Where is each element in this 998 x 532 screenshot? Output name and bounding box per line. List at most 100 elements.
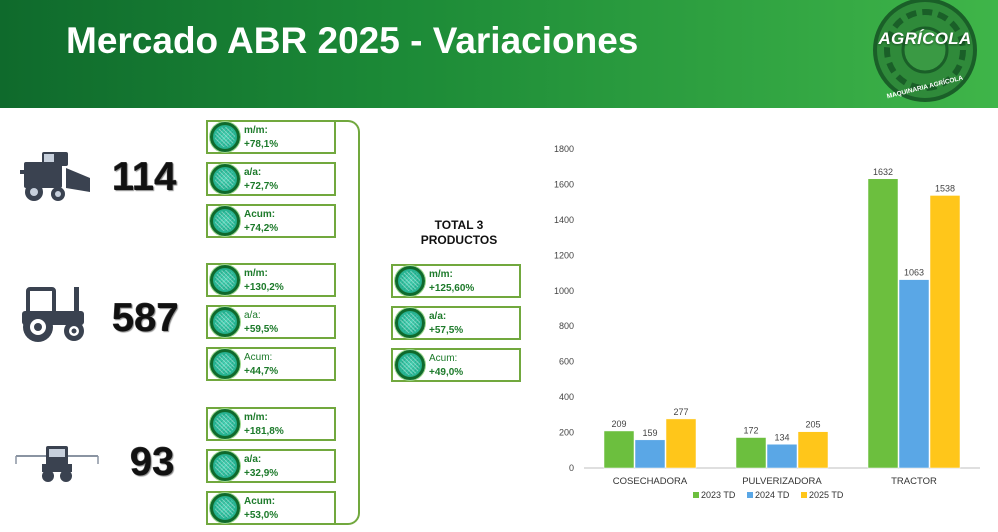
bar-cosechadora-2024-td [634, 439, 666, 469]
bar-data-label: 134 [774, 432, 789, 442]
bullet-dot-icon [395, 266, 425, 296]
variation-label: a/a: [244, 454, 262, 465]
y-tick-label: 200 [559, 428, 574, 438]
legend-label: 2024 TD [755, 490, 790, 500]
legend-swatch [747, 492, 753, 498]
bar-pulverizadora-2025-td [797, 431, 829, 469]
grouping-bracket [334, 120, 360, 525]
bar-data-label: 1063 [904, 268, 924, 278]
bar-data-label: 209 [611, 419, 626, 429]
variation-value: +125,60% [429, 283, 475, 294]
bar-data-label: 205 [805, 420, 820, 430]
combine-harvester-icon [20, 148, 92, 211]
total-title-line1: TOTAL 3 [434, 218, 484, 232]
bar-data-label: 159 [642, 428, 657, 438]
bullet-dot-icon [210, 409, 240, 439]
bullet-dot-icon [210, 206, 240, 236]
x-category-label: COSECHADORA [613, 476, 688, 487]
variation-label: Acum: [244, 209, 276, 220]
y-tick-label: 1400 [554, 215, 574, 225]
bar-chart-svg: 0 200 400 600 800 1000 1200 1400 1600 1800 209 159 2… [554, 144, 980, 500]
bar-data-label: 1538 [935, 183, 955, 193]
y-tick-label: 400 [559, 392, 574, 402]
total-acum-box: Acum: +49,0% [391, 348, 521, 382]
y-tick-label: 1600 [554, 179, 574, 189]
bar-tractor-2025-td [929, 195, 961, 469]
bar-data-label: 277 [673, 407, 688, 417]
variation-label: a/a: [244, 310, 261, 321]
logo-text: AGRÍCOLA [878, 29, 972, 48]
total-title-line2: PRODUCTOS [420, 233, 498, 247]
variation-label: m/m: [429, 269, 453, 280]
sales-bar-chart: 0 200 400 600 800 1000 1200 1400 1600 1800 209 159 2… [540, 140, 998, 510]
variation-label: m/m: [244, 412, 268, 423]
variation-label: Acum: [244, 496, 276, 507]
bar-cosechadora-2025-td [665, 418, 697, 469]
bullet-dot-icon [210, 493, 240, 523]
variation-value: +130,2% [244, 282, 284, 293]
header-banner: Mercado ABR 2025 - Variaciones AGRÍCOLA … [0, 0, 998, 108]
y-tick-label: 0 [569, 463, 574, 473]
x-category-label: PULVERIZADORA [742, 476, 822, 487]
tractor-mm-box: m/m: +130,2% [206, 263, 336, 297]
sprayer-units: 93 [130, 440, 175, 484]
tractor-aa-box: a/a: +59,5% [206, 305, 336, 339]
y-tick-label: 1800 [554, 144, 574, 154]
bullet-dot-icon [210, 265, 240, 295]
variation-label: Acum: [244, 352, 273, 363]
agricola-logo: AGRÍCOLA MAQUINARIA AGRÍCOLA [866, 0, 984, 108]
total-aa-box: a/a: +57,5% [391, 306, 521, 340]
legend-label: 2025 TD [809, 490, 844, 500]
sprayer-mm-box: m/m: +181,8% [206, 407, 336, 441]
variation-value: +32,9% [244, 468, 279, 479]
tractor-acum-box: Acum: +44,7% [206, 347, 336, 381]
variation-label: m/m: [244, 268, 268, 279]
combine-mm-box: m/m: +78,1% [206, 120, 336, 154]
page-title: Mercado ABR 2025 - Variaciones [66, 20, 639, 61]
legend-swatch [801, 492, 807, 498]
bullet-dot-icon [395, 350, 425, 380]
variation-value: +53,0% [244, 510, 279, 521]
bullet-dot-icon [210, 164, 240, 194]
bar-pulverizadora-2024-td [766, 444, 798, 469]
variation-value: +181,8% [244, 426, 284, 437]
bar-data-label: 172 [743, 426, 758, 436]
variation-label: Acum: [429, 353, 458, 364]
bullet-dot-icon [210, 307, 240, 337]
variation-value: +44,7% [244, 366, 279, 377]
bar-tractor-2024-td [898, 279, 930, 469]
bullet-dot-icon [210, 122, 240, 152]
bar-data-label: 1632 [873, 167, 893, 177]
y-tick-label: 1200 [554, 250, 574, 260]
variation-label: a/a: [244, 167, 262, 178]
bullet-dot-icon [395, 308, 425, 338]
y-tick-label: 600 [559, 357, 574, 367]
sprayer-aa-box: a/a: +32,9% [206, 449, 336, 483]
combine-aa-box: a/a: +72,7% [206, 162, 336, 196]
bullet-dot-icon [210, 349, 240, 379]
total-title: TOTAL 3 PRODUCTOS [396, 218, 522, 248]
tractor-units: 587 [112, 296, 179, 340]
bar-cosechadora-2023-td [603, 430, 635, 469]
x-category-label: TRACTOR [891, 476, 937, 487]
sprayer-icon [14, 440, 100, 489]
logo-gear-icon [873, 0, 977, 102]
y-tick-label: 1000 [554, 286, 574, 296]
variation-value: +57,5% [429, 325, 464, 336]
bar-tractor-2023-td [867, 178, 899, 469]
legend-swatch [693, 492, 699, 498]
variation-value: +59,5% [244, 324, 279, 335]
variation-value: +49,0% [429, 367, 464, 378]
tractor-icon [18, 283, 90, 350]
bullet-dot-icon [210, 451, 240, 481]
variation-value: +74,2% [244, 223, 279, 234]
variation-value: +78,1% [244, 139, 279, 150]
total-mm-box: m/m: +125,60% [391, 264, 521, 298]
variation-value: +72,7% [244, 181, 279, 192]
sprayer-acum-box: Acum: +53,0% [206, 491, 336, 525]
variation-label: a/a: [429, 311, 447, 322]
legend-label: 2023 TD [701, 490, 736, 500]
bar-pulverizadora-2023-td [735, 437, 767, 469]
variation-label: m/m: [244, 125, 268, 136]
combine-acum-box: Acum: +74,2% [206, 204, 336, 238]
